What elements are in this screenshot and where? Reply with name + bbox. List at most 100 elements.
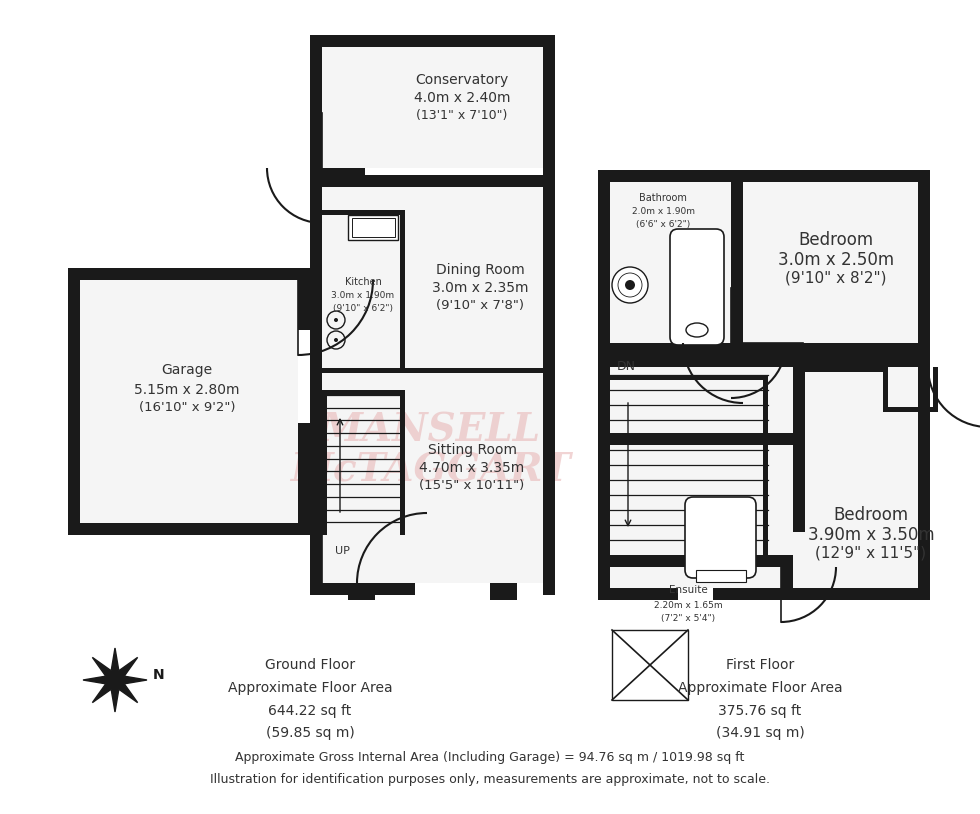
Bar [610,355,793,367]
Bar [322,390,327,535]
Text: 5.15m x 2.80m: 5.15m x 2.80m [134,383,240,397]
Bar [696,570,746,582]
Bar [598,170,930,182]
Bar [543,168,555,180]
Bar [918,170,930,600]
Text: (13'1" x 7'10"): (13'1" x 7'10") [416,110,508,122]
Bar [610,182,918,588]
Text: (12'9" x 11'5"): (12'9" x 11'5") [815,545,926,561]
Bar [610,343,731,355]
FancyBboxPatch shape [685,497,756,578]
Text: 3.90m x 3.50m: 3.90m x 3.50m [808,526,934,544]
Bar [310,35,555,47]
Circle shape [625,280,635,290]
Bar [610,555,793,567]
Bar [348,583,375,600]
Bar [731,182,743,355]
Bar [793,355,805,532]
Text: Ensuite: Ensuite [668,585,708,595]
Text: (15'5" x 10'11"): (15'5" x 10'11") [419,479,524,492]
Bar [933,367,938,407]
Bar [610,433,793,445]
Bar [310,175,555,187]
Text: 3.0m x 1.90m: 3.0m x 1.90m [331,291,395,300]
Circle shape [334,338,338,342]
Bar [400,210,405,368]
Bar [310,175,322,595]
Bar [322,187,543,583]
Bar [793,367,883,372]
Bar [68,523,310,535]
Bar [543,35,555,180]
Bar [781,555,793,600]
Bar [918,588,930,600]
Text: Bedroom: Bedroom [799,231,873,249]
Bar [400,390,405,535]
Bar [310,168,365,180]
Bar [68,268,310,280]
Bar [352,218,395,237]
Text: 4.0m x 2.40m: 4.0m x 2.40m [414,91,511,105]
Bar [793,355,918,367]
Text: (6'6" x 6'2"): (6'6" x 6'2") [636,221,690,230]
Bar [80,280,298,523]
Bar [598,588,678,600]
Bar [310,435,322,595]
Text: Kitchen: Kitchen [345,277,381,287]
Text: Bathroom: Bathroom [639,193,687,203]
Text: Illustration for identification purposes only, measurements are approximate, not: Illustration for identification purposes… [210,773,770,786]
Text: Conservatory: Conservatory [416,73,509,87]
Bar [865,170,892,178]
Bar [610,182,731,343]
Text: 3.0m x 2.50m: 3.0m x 2.50m [778,251,894,269]
Text: 4.70m x 3.35m: 4.70m x 3.35m [419,461,524,475]
Bar [612,630,688,700]
Text: Approximate Gross Internal Area (Including Garage) = 94.76 sq m / 1019.98 sq ft: Approximate Gross Internal Area (Includi… [235,751,745,764]
Bar [883,367,888,407]
Bar [348,35,368,43]
Text: Ground Floor
Approximate Floor Area
644.22 sq ft
(59.85 sq m): Ground Floor Approximate Floor Area 644.… [227,658,392,741]
Bar [490,583,517,600]
Bar [298,268,310,330]
Bar [310,35,322,180]
Bar [298,423,310,535]
Text: MANSELL: MANSELL [319,411,541,449]
Text: First Floor
Approximate Floor Area
375.76 sq ft
(34.91 sq m): First Floor Approximate Floor Area 375.7… [678,658,843,741]
Text: DN: DN [616,361,635,374]
Text: (9'10" x 6'2"): (9'10" x 6'2") [333,304,393,313]
Text: Garage: Garage [162,363,213,377]
Text: 2.20m x 1.65m: 2.20m x 1.65m [654,601,722,610]
Text: Bedroom: Bedroom [833,506,908,524]
Bar [598,170,610,600]
FancyBboxPatch shape [670,229,724,345]
Text: (9'10" x 7'8"): (9'10" x 7'8") [436,300,524,313]
Bar [743,343,918,355]
Text: Dining Room: Dining Room [436,263,524,277]
Bar [636,170,663,178]
Bar [763,375,768,555]
Bar [322,47,543,168]
Text: McTAGGART: McTAGGART [290,451,570,489]
Bar [713,588,918,600]
Bar [322,390,405,395]
Bar [598,375,768,380]
Text: Sitting Room: Sitting Room [427,443,516,457]
Circle shape [612,267,648,303]
Bar [348,215,398,240]
Polygon shape [83,648,147,712]
Bar [310,583,415,595]
Bar [497,35,517,43]
Circle shape [334,318,338,322]
Bar [322,368,543,373]
Text: (9'10" x 8'2"): (9'10" x 8'2") [785,270,887,286]
Bar [543,583,555,595]
Ellipse shape [686,323,708,337]
Text: (16'10" x 9'2"): (16'10" x 9'2") [139,401,235,414]
Text: 2.0m x 1.90m: 2.0m x 1.90m [631,208,695,217]
Text: 3.0m x 2.35m: 3.0m x 2.35m [432,281,528,295]
Text: (7'2" x 5'4"): (7'2" x 5'4") [661,614,715,623]
Text: N: N [153,668,165,682]
Bar [310,187,322,275]
Bar [883,407,938,412]
Bar [68,268,80,535]
